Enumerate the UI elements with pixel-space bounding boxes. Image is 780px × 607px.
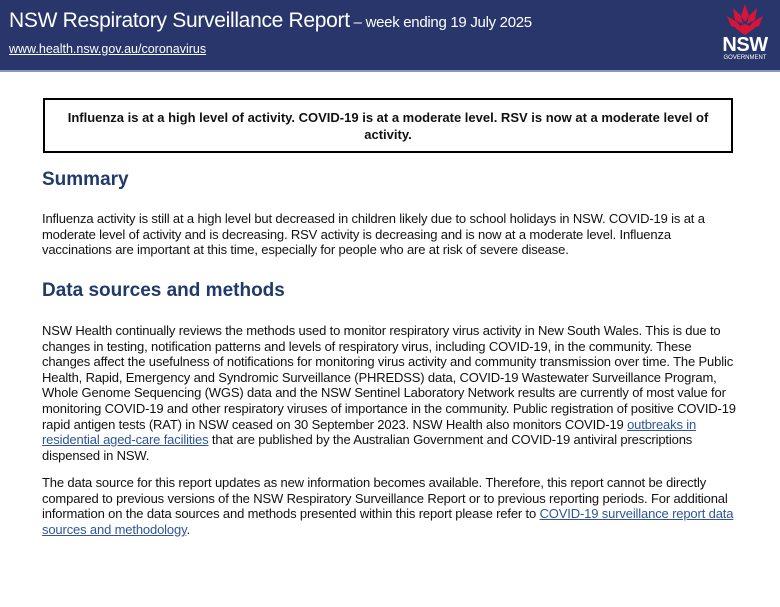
health-url-link[interactable]: www.health.nsw.gov.au/coronavirus [9,42,207,56]
waratah-icon [727,4,763,35]
methods-text: that are published by the Australian Gov… [42,432,693,463]
methods-heading: Data sources and methods [42,280,285,301]
methods-text: . [186,521,190,537]
activity-alert-box: Influenza is at a high level of activity… [43,98,733,153]
methods-paragraph-2: The data source for this report updates … [42,475,742,537]
report-title: NSW Respiratory Surveillance Report – we… [9,9,532,33]
methods-paragraph-1: NSW Health continually reviews the metho… [42,323,742,463]
title-text: NSW Respiratory Surveillance Report [9,9,350,32]
aged-care-outbreaks-link[interactable]: outbreaks in residential aged-care facil… [42,416,697,448]
summary-heading: Summary [42,169,129,190]
report-header: NSW Respiratory Surveillance Report – we… [0,0,780,72]
logo-nsw-text: NSW [722,34,768,56]
methods-text: The data source for this report updates … [42,475,728,522]
week-ending-text: – week ending 19 July 2025 [349,14,532,31]
methodology-link[interactable]: COVID-19 surveillance report data source… [42,506,734,537]
methods-text: NSW Health continually reviews the metho… [42,323,736,432]
summary-text: Influenza activity is still at a high le… [42,211,705,258]
logo-government-text: GOVERNMENT [723,55,767,61]
nsw-government-logo: NSW GOVERNMENT [714,2,776,68]
